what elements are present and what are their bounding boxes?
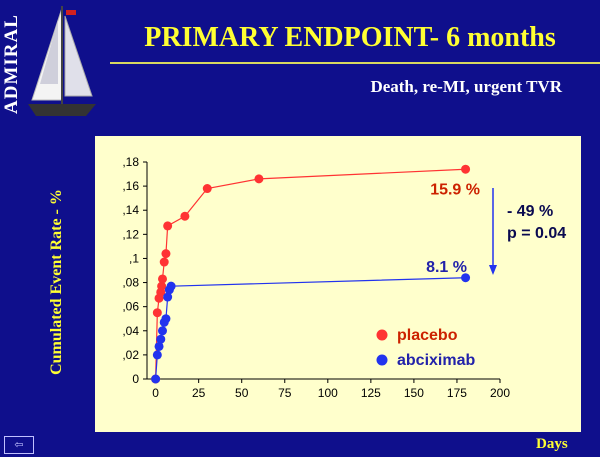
y-axis-label: Cumulated Event Rate - % [48,189,65,375]
slide-nav-icon[interactable]: ⇦ [4,436,34,454]
placebo-point [461,164,471,174]
placebo-point [152,308,162,318]
abciximab-point [156,334,166,344]
x-tick-label: 75 [278,386,292,400]
abciximab-legend-marker [376,354,388,366]
y-tick-label: ,1 [129,251,139,265]
x-tick-label: 0 [152,386,159,400]
placebo-point [159,257,169,267]
y-tick-label: ,12 [122,227,139,241]
placebo-point [161,249,171,259]
abciximab-point [461,273,471,283]
x-tick-label: 125 [361,386,381,400]
chart-panel: 0 ,02 ,04 ,06 ,08 ,1 ,12 ,14 ,16 ,18 0 25 50 75 100 125… [95,136,581,432]
abciximab-end-label: 8.1 % [426,259,467,276]
abciximab-point [161,314,171,324]
placebo-point [180,211,190,221]
placebo-end-label: 15.9 % [430,182,480,199]
placebo-point [254,174,264,184]
y-tick-label: ,14 [122,203,139,217]
x-tick-label: 100 [318,386,338,400]
x-tick-label: 200 [490,386,510,400]
y-tick-label: ,04 [122,324,139,338]
placebo-point [157,281,167,291]
x-tick-label: 50 [235,386,249,400]
reduction-arrow-head [489,265,497,275]
y-tick-label: ,18 [122,155,139,169]
y-tick-label: ,08 [122,276,139,290]
abciximab-point [163,292,173,302]
x-tick-label: 150 [404,386,424,400]
p-value-label: p = 0.04 [507,225,566,242]
placebo-legend-label: placebo [397,327,458,344]
placebo-point [163,221,173,231]
placebo-point [202,184,212,194]
abciximab-point [151,374,161,384]
sailboat-icon [28,6,96,116]
abciximab-legend-label: abciximab [397,352,475,369]
y-tick-label: ,16 [122,179,139,193]
y-tick-label: 0 [132,372,139,386]
placebo-point [157,274,167,284]
y-tick-label: ,02 [122,348,139,362]
abciximab-point [152,350,162,360]
slide-title: PRIMARY ENDPOINT- 6 months [144,22,556,53]
x-tick-label: 25 [192,386,206,400]
abciximab-point [157,326,167,336]
event-rate-chart: 0 ,02 ,04 ,06 ,08 ,1 ,12 ,14 ,16 ,18 0 25 50 75 100 125… [122,155,566,400]
placebo-line [155,168,466,380]
slide-subtitle: Death, re-MI, urgent TVR [370,77,562,96]
brand-name: ADMIRAL [1,14,22,114]
abciximab-point [154,341,164,351]
abciximab-point [166,281,176,291]
reduction-label: - 49 % [507,203,553,220]
x-tick-label: 175 [447,386,467,400]
placebo-legend-marker [376,329,388,341]
x-axis-label: Days [536,436,568,452]
title-divider [110,62,600,64]
y-tick-label: ,06 [122,300,139,314]
